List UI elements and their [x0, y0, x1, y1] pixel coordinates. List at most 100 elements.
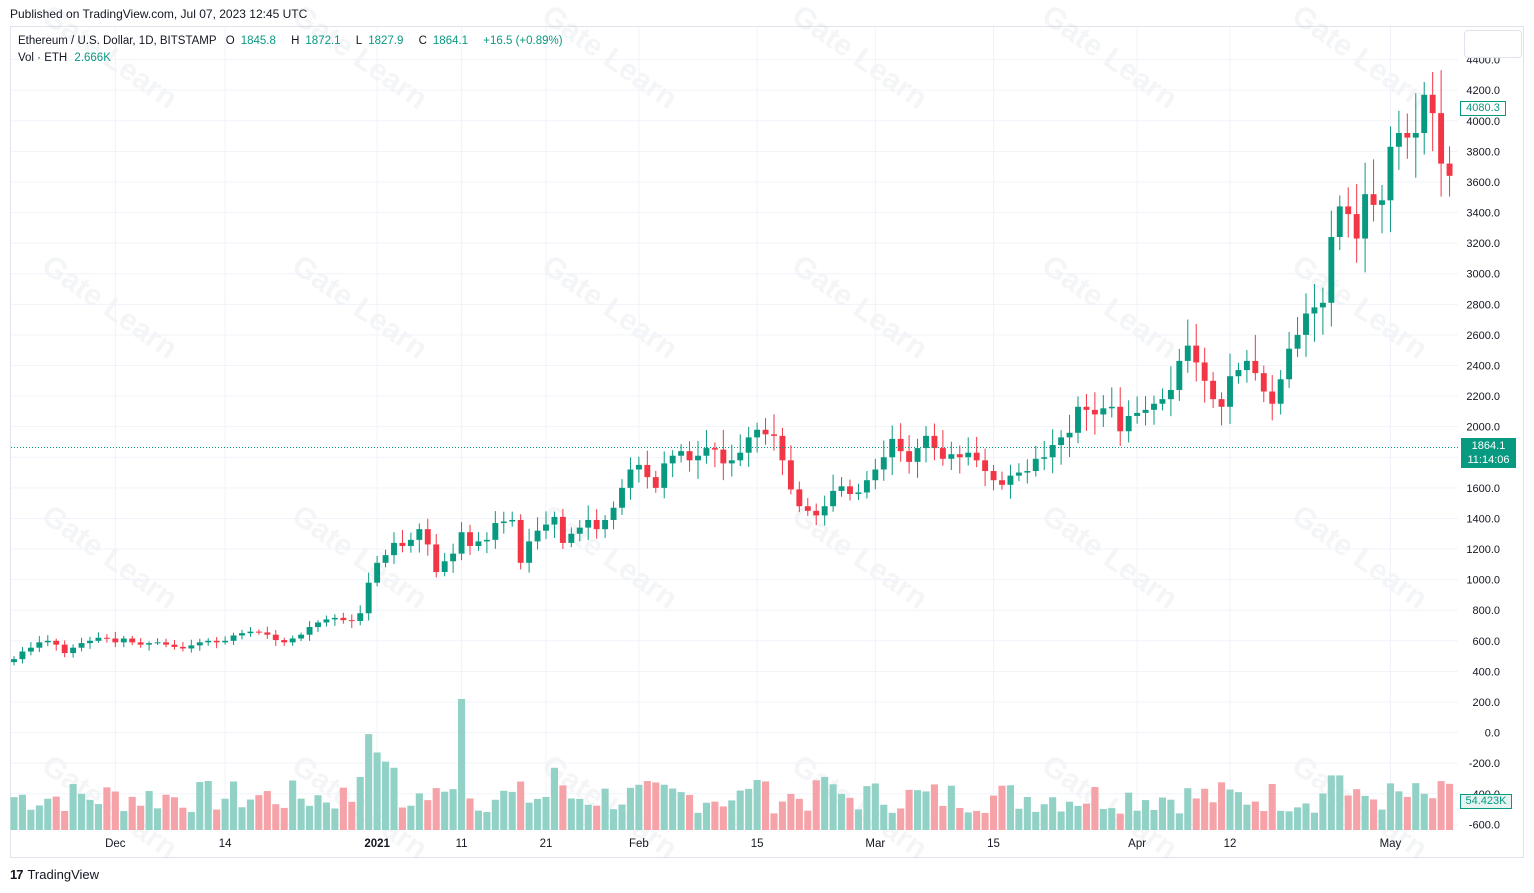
time-tick-label: May [1380, 838, 1402, 850]
candle-body [711, 448, 718, 450]
watermark-text: Gate Learn [286, 249, 433, 366]
volume-bar [373, 752, 381, 830]
candle-body [644, 464, 651, 478]
candle-body [112, 638, 119, 643]
price-tick-label: 200.0 [1472, 697, 1500, 709]
watermark-text: Gate Learn [1286, 249, 1433, 366]
volume-bar [483, 812, 491, 830]
candle-body [787, 460, 794, 490]
high-value: 1872.1 [305, 35, 341, 47]
candle-body [475, 541, 482, 546]
candle-body [703, 448, 710, 456]
candle-body [1193, 345, 1200, 363]
candle-body [264, 632, 271, 635]
candle-body [585, 519, 592, 528]
candle-body [1438, 113, 1445, 164]
volume-bar [736, 790, 744, 830]
volume-bar [542, 796, 550, 830]
bar-countdown: 11:14:06 [1467, 454, 1510, 466]
candle-body [44, 640, 51, 643]
price-tick-label: 3800.0 [1466, 146, 1500, 158]
volume-bar [626, 787, 634, 830]
candle-body [205, 640, 212, 643]
time-tick-label: 21 [540, 838, 553, 850]
candle-body [1167, 389, 1174, 400]
price-tick-label: 1400.0 [1466, 513, 1500, 525]
volume-bar [610, 809, 618, 830]
volume-bar [1378, 809, 1386, 830]
candle-body [1277, 379, 1284, 404]
watermark-text: Gate Learn [286, 0, 433, 116]
candle-body [1353, 214, 1360, 239]
time-tick-label: 14 [219, 838, 232, 850]
candle-body [357, 613, 364, 621]
volume-bar [1158, 797, 1166, 830]
candle-body [914, 448, 921, 462]
volume-bar [1234, 792, 1242, 830]
volume-bar [120, 811, 128, 830]
volume-bar [973, 810, 981, 830]
volume-bar [18, 794, 26, 830]
price-tick-label: 3400.0 [1466, 208, 1500, 220]
candle-body [534, 530, 541, 542]
price-tick-label: 600.0 [1472, 636, 1500, 648]
volume-bar [1353, 789, 1361, 830]
candle-body [543, 524, 549, 531]
volume-bar [711, 801, 719, 830]
volume-bar [398, 807, 406, 830]
watermark-text: Gate Learn [36, 249, 183, 366]
candle-body [163, 642, 169, 645]
candle-body [1201, 362, 1208, 381]
candle-body [1108, 406, 1115, 409]
volume-bar [1082, 803, 1090, 830]
volume-bar [1209, 802, 1217, 830]
candle-body [1015, 472, 1022, 476]
volume-bar [382, 761, 390, 830]
volume-bar [812, 780, 820, 830]
symbol-name: Ethereum / U.S. Dollar, 1D, BITSTAMP [18, 35, 217, 47]
candle-body [695, 455, 701, 461]
volume-bar [1218, 782, 1226, 830]
published-note: Published on TradingView.com, Jul 07, 20… [10, 7, 308, 21]
volume-bar [322, 802, 330, 830]
volume-bar [339, 787, 347, 830]
candle-body [1007, 475, 1014, 485]
candle-body [610, 507, 617, 520]
time-tick-label: Dec [105, 838, 126, 850]
volume-bar [1116, 813, 1124, 830]
price-tick-label: 1000.0 [1466, 575, 1500, 587]
candle-body [391, 542, 397, 556]
volume-bar [576, 798, 584, 830]
candle-body [458, 532, 465, 554]
candle-body [416, 529, 423, 540]
scale-settings-box[interactable] [1464, 30, 1522, 58]
candle-body [95, 637, 102, 641]
change-value: +16.5 (+0.89%) [483, 35, 563, 47]
volume-bar [1074, 805, 1082, 830]
chart-frame[interactable] [10, 26, 1524, 858]
candle-body [872, 469, 879, 481]
low-value: 1827.9 [368, 35, 404, 47]
price-tick-label: 3000.0 [1466, 269, 1500, 281]
candle-body [467, 532, 473, 546]
candle-body [1066, 432, 1073, 438]
candle-body [855, 492, 862, 494]
volume-bar [466, 798, 474, 830]
volume-bar [1040, 804, 1048, 830]
candle-body [661, 463, 668, 488]
candle-body [838, 486, 845, 491]
watermark-text: Gate Learn [1036, 0, 1183, 116]
volume-bar [415, 793, 423, 830]
volume-bar [1066, 801, 1074, 830]
candle-body [365, 582, 372, 614]
candle-body [120, 638, 127, 643]
volume-bar [669, 788, 677, 830]
volume-bar [78, 793, 86, 830]
candle-body [315, 622, 321, 628]
volume-bar [829, 784, 837, 830]
volume-legend: Vol · ETH 2.666K [18, 52, 111, 64]
volume-bar [964, 812, 972, 830]
candle-body [374, 562, 381, 583]
volume-bar [694, 812, 702, 830]
